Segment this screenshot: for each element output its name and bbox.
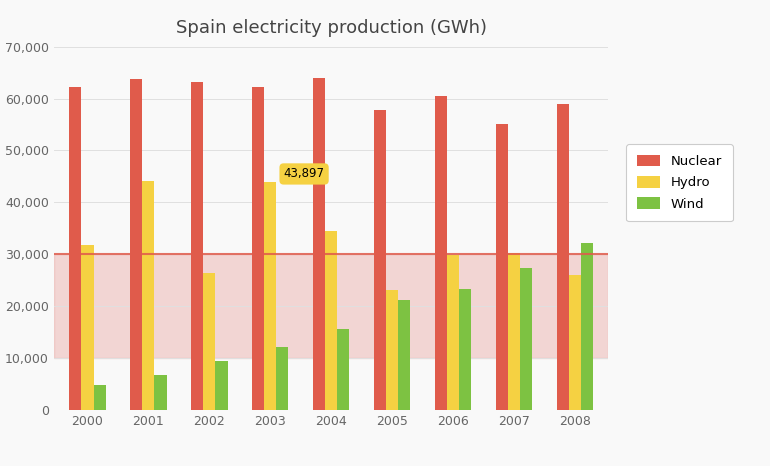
Bar [82, 246, 93, 410]
Bar [496, 124, 507, 410]
Bar [569, 275, 581, 410]
Bar [325, 232, 337, 410]
Bar [398, 300, 410, 410]
Bar [435, 96, 447, 410]
Bar [54, 254, 608, 358]
Bar [386, 289, 398, 410]
Bar [507, 253, 520, 410]
Bar [130, 79, 142, 410]
Title: Spain electricity production (GWh): Spain electricity production (GWh) [176, 19, 487, 37]
Legend: Nuclear, Hydro, Wind: Nuclear, Hydro, Wind [626, 144, 732, 221]
Bar [252, 87, 264, 410]
Bar [337, 329, 350, 410]
Text: 43,897: 43,897 [283, 167, 325, 180]
Bar [447, 255, 459, 410]
Bar [313, 78, 325, 410]
Bar [581, 243, 593, 410]
Bar [276, 347, 289, 410]
Bar [93, 384, 105, 410]
Bar [155, 375, 166, 410]
Bar [142, 181, 155, 410]
Bar [557, 104, 569, 410]
Bar [191, 82, 203, 410]
Bar [459, 289, 471, 410]
Bar [203, 273, 216, 410]
Bar [373, 110, 386, 410]
Bar [264, 182, 276, 410]
Bar [69, 87, 82, 410]
Bar [520, 268, 532, 410]
Bar [216, 361, 227, 410]
